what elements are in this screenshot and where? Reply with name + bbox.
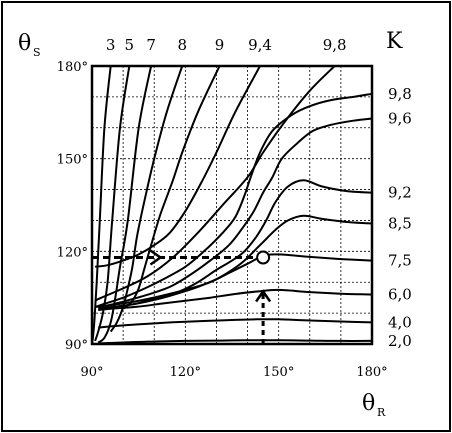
right-curve-label: 9,6	[388, 110, 412, 128]
series-line	[98, 253, 373, 308]
right-curve-label: 8,5	[388, 215, 412, 233]
y-tick-label: 150°	[57, 153, 88, 168]
top-curve-label: 9,4	[248, 36, 272, 54]
label-layer: θ S θ R K 90° 120° 150° 180° 90° 120° 150° 180°…	[18, 29, 412, 419]
top-curve-label: 8	[177, 36, 187, 54]
plot-frame	[90, 64, 374, 346]
series-line	[98, 318, 373, 329]
k-label: K	[386, 29, 403, 54]
y-axis-label-sub: S	[33, 46, 41, 59]
right-curve-label: 9,8	[388, 85, 412, 103]
operating-point-marker	[256, 250, 271, 265]
series-line	[98, 339, 373, 345]
y-tick-label: 180°	[57, 60, 88, 75]
top-curve-label: 9,8	[323, 36, 347, 54]
top-curve-label: 7	[146, 36, 156, 54]
right-curve-label: 2,0	[388, 332, 412, 350]
x-tick-label: 120°	[170, 365, 201, 380]
top-curve-label: 5	[125, 36, 135, 54]
y-tick-label: 120°	[57, 245, 88, 260]
top-curve-label: 3	[106, 36, 116, 54]
curve-layer	[91, 65, 373, 345]
series-line	[94, 65, 131, 342]
series-line	[98, 288, 373, 311]
series-line	[94, 92, 373, 308]
y-axis-label-main: θ	[18, 31, 31, 56]
right-curve-label: 4,0	[388, 313, 412, 331]
top-curve-label: 9	[215, 36, 225, 54]
series-line	[94, 65, 261, 268]
y-tick-label: 90°	[65, 338, 88, 353]
series-line	[101, 214, 373, 310]
x-axis-label-sub: R	[377, 406, 386, 419]
series-line	[95, 117, 373, 308]
x-tick-label: 90°	[80, 365, 103, 380]
right-curve-label: 7,5	[388, 252, 412, 270]
x-tick-label: 150°	[263, 365, 294, 380]
x-tick-label: 180°	[356, 365, 387, 380]
series-line	[109, 65, 184, 333]
horizontal-guide-arrow	[149, 249, 163, 266]
series-line	[98, 179, 373, 310]
x-axis-label-main: θ	[362, 391, 375, 416]
right-curve-label: 9,2	[388, 184, 412, 202]
vertical-guide-arrow	[255, 289, 272, 303]
series-line	[97, 65, 153, 344]
right-curve-label: 6,0	[388, 286, 412, 304]
guide-layer	[92, 249, 272, 344]
